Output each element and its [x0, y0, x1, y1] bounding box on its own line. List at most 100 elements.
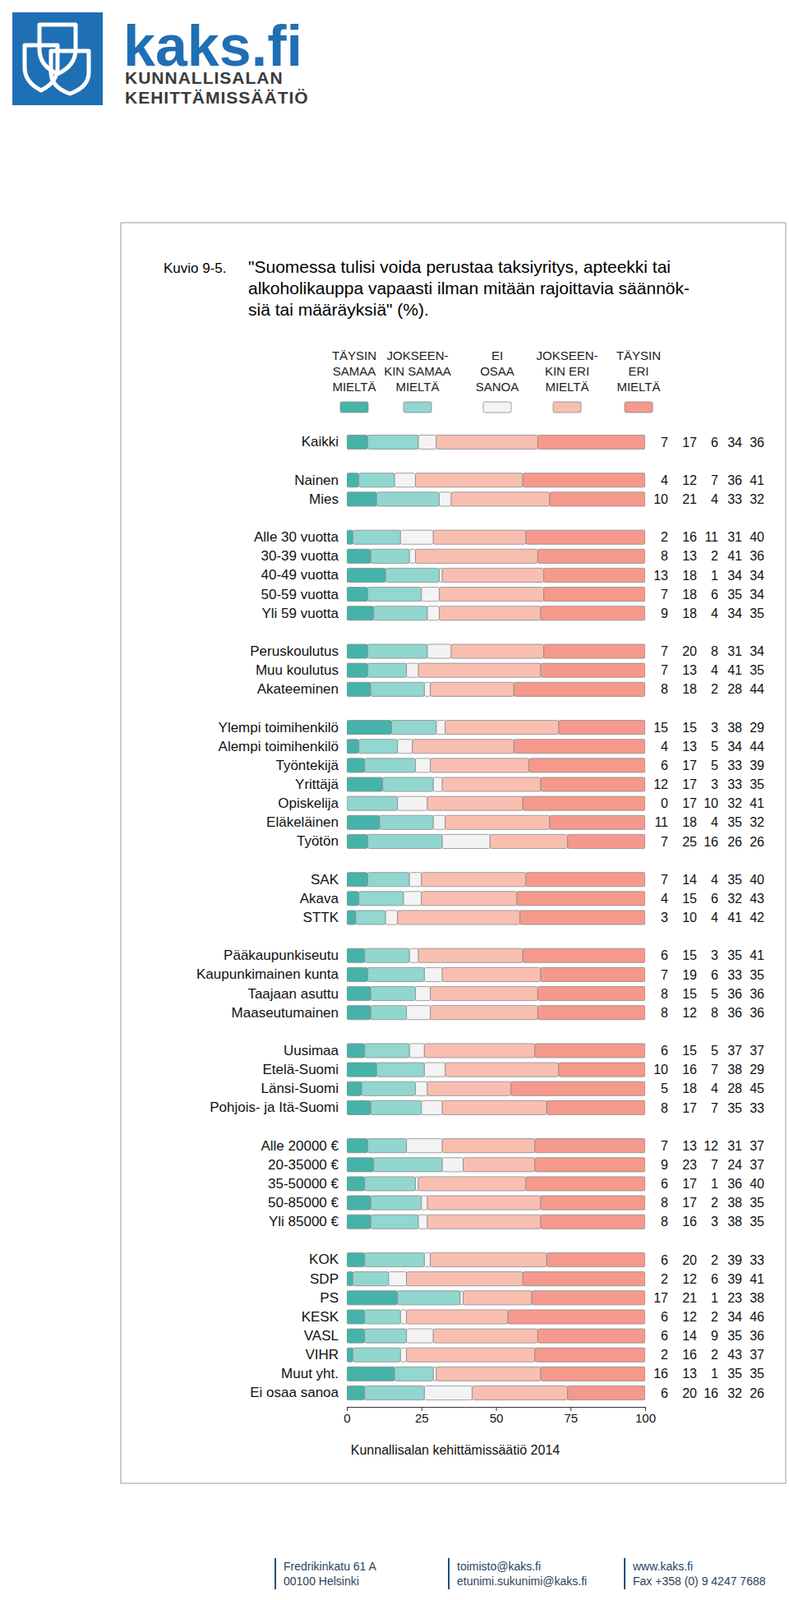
bar-segment: [400, 1347, 407, 1362]
data-label: 13: [653, 568, 669, 583]
bar-segment: [418, 1176, 526, 1191]
data-label: 2: [710, 682, 719, 697]
category-label: Yli 59 vuotta: [261, 605, 339, 622]
data-label: 5: [710, 987, 719, 1002]
category-label: 35-50000 €: [267, 1176, 340, 1192]
bar-segment: [385, 567, 439, 582]
data-label: 3: [710, 948, 719, 963]
footer-text: toimisto@kaks.fi: [456, 1559, 541, 1574]
bar-segment: [346, 606, 374, 621]
category-tick: Mies: [309, 491, 347, 508]
data-label: 37: [749, 1158, 765, 1172]
bar-segment: [346, 1252, 365, 1267]
category-label: Muu koulutus: [255, 662, 339, 679]
category-tick: KESK: [301, 1309, 347, 1325]
legend-label-line: TÄYSIN: [332, 348, 377, 363]
data-label: 4: [660, 739, 669, 754]
bar-segment: [346, 967, 368, 982]
data-label: 2: [710, 549, 719, 563]
data-label: 16: [653, 1366, 669, 1381]
bar-segment: [433, 1328, 538, 1343]
data-label: 17: [682, 1176, 697, 1191]
bar-segment: [370, 1100, 422, 1115]
bar-segment: [346, 834, 368, 849]
bar-segment: [439, 587, 545, 602]
bar-segment: [427, 796, 523, 811]
data-label: 40: [749, 1176, 765, 1191]
data-label: 16: [682, 1347, 697, 1362]
category-tick: Uusimaa: [283, 1042, 347, 1059]
category-tick: SAK: [310, 872, 347, 888]
bar-segment: [346, 1385, 365, 1400]
bar-segment: [400, 1310, 407, 1325]
data-label: 39: [727, 1272, 743, 1287]
legend-swatch: [624, 401, 653, 413]
category-label: VIHR: [304, 1347, 339, 1363]
legend-label: EIOSAASANOA: [475, 348, 520, 394]
bar-segment: [346, 587, 368, 602]
bar-segment: [421, 872, 526, 887]
bar-segment: [397, 910, 521, 925]
category-tick: KOK: [309, 1251, 347, 1268]
bar-segment: [433, 777, 443, 792]
data-label: 37: [749, 1139, 765, 1154]
bar-segment: [537, 1328, 646, 1343]
category-tick: Työtön: [296, 833, 347, 849]
data-label: 33: [727, 968, 743, 983]
bar-segment: [361, 1081, 416, 1096]
footer-text: www.kaks.fi: [632, 1559, 693, 1574]
legend-label-line: JOKSEEN-: [386, 348, 448, 363]
data-label: 4: [710, 606, 719, 621]
category-label: Pääkaupunkiseutu: [223, 947, 339, 964]
data-label: 18: [682, 606, 697, 621]
bar-segment: [359, 891, 404, 906]
bar-segment: [346, 1195, 371, 1210]
bar-segment: [558, 1062, 646, 1077]
category-tick: Kaikki: [301, 433, 347, 450]
category-tick: Muu koulutus: [255, 662, 347, 679]
data-label: 26: [727, 835, 743, 849]
data-label: 1: [710, 1291, 719, 1306]
data-label: 15: [682, 720, 697, 735]
data-label: 7: [660, 872, 669, 887]
data-label: 31: [727, 1139, 743, 1154]
data-label: 17: [682, 1195, 697, 1210]
legend-label-line: MIELTÄ: [616, 379, 660, 394]
bar-segment: [424, 1252, 430, 1267]
x-tick: 50: [489, 1407, 504, 1426]
org-name: KEHITTÄMISSÄÄTIÖ: [124, 87, 310, 107]
bar-segment: [544, 644, 646, 659]
data-label: 35: [727, 1366, 743, 1381]
category-label: Mies: [309, 491, 339, 508]
data-label: 15: [653, 720, 669, 735]
bar-segment: [421, 1100, 443, 1115]
bar-segment: [364, 1328, 407, 1343]
category-label: Työtön: [296, 833, 339, 849]
bar-segment: [367, 663, 407, 678]
bar-segment: [433, 1366, 437, 1381]
data-label: 0: [660, 796, 669, 811]
data-label: 35: [727, 587, 743, 602]
data-label: 12: [682, 1272, 697, 1287]
org-name: KUNNALLISALAN: [124, 68, 284, 88]
source: Kunnallisalan kehittämissäätiö 2014: [350, 1443, 560, 1458]
category-tick: Akava: [299, 890, 347, 907]
data-label: 18: [682, 1081, 697, 1096]
data-label: 6: [660, 1253, 669, 1268]
category-label: Nainen: [294, 472, 339, 489]
legend: TÄYSINSAMAAMIELTÄJOKSEEN-KIN SAMAAMIELTÄ…: [332, 348, 661, 413]
data-label: 4: [710, 910, 719, 925]
data-label: 7: [710, 1158, 719, 1172]
data-label: 36: [749, 1005, 765, 1020]
bar-segment: [427, 1081, 512, 1096]
data-label: 1: [710, 1176, 719, 1191]
data-label: 12: [682, 473, 697, 488]
bar-segment: [544, 567, 646, 582]
data-label: 35: [749, 663, 765, 678]
category-tick: Nainen: [294, 472, 347, 489]
category-tick: Akateeminen: [257, 681, 347, 697]
data-label: 5: [710, 1043, 719, 1058]
bar-segment: [373, 606, 428, 621]
bar-segment: [373, 1158, 443, 1172]
bar-segment: [528, 758, 646, 773]
